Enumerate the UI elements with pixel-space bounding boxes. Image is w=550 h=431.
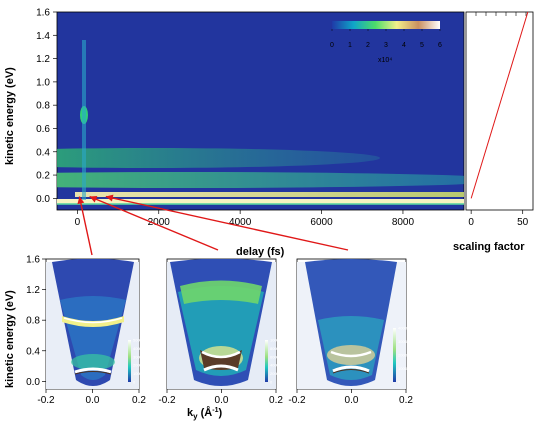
band-0.0 bbox=[57, 199, 464, 204]
snapshot-xtick-label: -0.2 bbox=[158, 395, 176, 406]
snapshot-colorbar-tick-label: 0 bbox=[133, 380, 136, 385]
main-ytick-label: 0.4 bbox=[36, 147, 50, 158]
arrow-head bbox=[105, 194, 114, 202]
snapshot-ytick-label: 0.0 bbox=[26, 377, 40, 388]
colorbar-tick-label: 0 bbox=[330, 42, 334, 49]
colorbar-tick-label: 3 bbox=[384, 42, 388, 49]
snapshot-ylabel: kinetic energy (eV) bbox=[4, 290, 16, 388]
colorbar-tick-label: 5 bbox=[420, 42, 424, 49]
snapshot-colorbar-tick-label: 3000 bbox=[398, 339, 408, 344]
scaling-xticks: 0 50 bbox=[468, 210, 529, 228]
colorbar-tick-label: 4 bbox=[402, 42, 406, 49]
snapshot-colorbar-tick-label: 300 bbox=[133, 354, 140, 359]
snapshot-colorbar-tick-label: 1000 bbox=[398, 366, 408, 371]
arrow-head bbox=[89, 195, 98, 203]
snapshot-panel-3 bbox=[296, 258, 407, 390]
main-xtick-label: 2000 bbox=[148, 217, 171, 228]
main-xtick-label: 6000 bbox=[310, 217, 333, 228]
band-0.0-edge bbox=[57, 203, 464, 205]
main-ytick-label: 0.6 bbox=[36, 124, 50, 135]
snapshot-ytick-label: 0.4 bbox=[26, 346, 40, 357]
snapshot-colorbar-tick-label: 0 bbox=[270, 380, 273, 385]
snapshot-xtick-label: -0.2 bbox=[288, 395, 306, 406]
main-xtick-label: 0 bbox=[75, 217, 81, 228]
scaling-frame bbox=[465, 11, 534, 211]
time-zero-streak bbox=[82, 40, 86, 200]
main-yticks: 0.0 0.2 0.4 0.6 0.8 1.0 1.2 1.4 1.6 bbox=[36, 8, 57, 205]
colorbar-tick-label: 6 bbox=[438, 42, 442, 49]
snapshot-yticks: 0.0 0.4 0.8 1.2 1.6 bbox=[26, 255, 46, 388]
main-xlabel: delay (fs) bbox=[236, 246, 285, 258]
snapshot-colorbar-tick-label: 1000 bbox=[270, 338, 280, 343]
scaling-xtick-label: 0 bbox=[468, 217, 474, 228]
snapshot-xlabel: ky (Å-1) bbox=[187, 406, 222, 421]
snapshot-colorbar-tick-label: 100 bbox=[133, 371, 140, 376]
snapshot-ytick-label: 0.8 bbox=[26, 316, 40, 327]
snapshot-ytick-label: 1.6 bbox=[26, 255, 40, 266]
scaling-xtick-label: 50 bbox=[517, 217, 529, 228]
colorbar-tick-label: 2 bbox=[366, 42, 370, 49]
snapshot-colorbar-tick-label: 600 bbox=[270, 354, 277, 359]
arrow-head bbox=[77, 196, 85, 205]
scaling-top-ticks bbox=[475, 12, 527, 16]
snapshot-xtick-label: 0.0 bbox=[86, 395, 100, 406]
snapshot-colorbar-tick-label: 400 bbox=[133, 346, 140, 351]
snapshot-colorbar-tick-label: 4000 bbox=[398, 326, 408, 331]
snapshot-panel-2 bbox=[166, 258, 277, 390]
scaling-xlabel: scaling factor bbox=[453, 241, 525, 253]
main-ytick-label: 1.4 bbox=[36, 31, 50, 42]
main-xtick-label: 8000 bbox=[392, 217, 415, 228]
band-0.05 bbox=[75, 192, 464, 197]
snapshot-ytick-label: 1.2 bbox=[26, 285, 40, 296]
snapshot-xtick-label: 0.0 bbox=[345, 395, 359, 406]
colorbar-multiplier: x10⁴ bbox=[378, 57, 392, 64]
band-0.38 bbox=[57, 148, 380, 168]
snapshot-panel-1 bbox=[45, 258, 140, 390]
band-0.2 bbox=[57, 172, 464, 188]
main-heatmap: 0 1 2 3 4 5 6 x10⁴ bbox=[56, 11, 465, 211]
colorbar-ticks: 0 1 2 3 4 5 6 bbox=[330, 29, 442, 49]
colorbar-tick-label: 1 bbox=[348, 42, 352, 49]
main-ytick-label: 1.6 bbox=[36, 8, 50, 19]
scaling-line bbox=[470, 11, 529, 199]
main-ytick-label: 1.2 bbox=[36, 54, 50, 65]
main-ytick-label: 0.2 bbox=[36, 171, 50, 182]
snapshot-colorbar-tick-label: 800 bbox=[270, 346, 277, 351]
snapshot-xticks: -0.2 0.0 0.2 -0.2 0.0 0.2 -0.2 0.0 0.2 bbox=[37, 389, 413, 406]
arrow-line bbox=[89, 195, 219, 251]
snapshot-colorbar-tick-label: 200 bbox=[133, 363, 140, 368]
main-ylabel: kinetic energy (eV) bbox=[4, 67, 16, 165]
main-ytick-label: 1.0 bbox=[36, 77, 50, 88]
snapshot-colorbar-tick-label: 0 bbox=[398, 380, 401, 385]
main-xticks: 0 2000 4000 6000 8000 bbox=[75, 210, 415, 228]
main-xtick-label: 4000 bbox=[229, 217, 252, 228]
snapshot-colorbar-tick-label: 400 bbox=[270, 363, 277, 368]
main-heatmap-signal bbox=[57, 40, 464, 205]
main-ytick-label: 0.0 bbox=[36, 194, 50, 205]
arrow-line bbox=[105, 195, 349, 251]
snapshot-xtick-label: -0.2 bbox=[37, 395, 55, 406]
colorbar bbox=[332, 21, 440, 29]
snapshot-xtick-label: 0.0 bbox=[215, 395, 229, 406]
arrow-line bbox=[78, 196, 93, 256]
snapshot-xtick-label: 0.2 bbox=[132, 395, 146, 406]
scaling-panel bbox=[465, 11, 534, 211]
snapshot-colorbar-tick-label: 2000 bbox=[398, 353, 408, 358]
snapshot-colorbar-ticks: 0 100 200 300 400 500 0 200 400 600 800 1000 0 1000 20… bbox=[133, 326, 408, 385]
snapshot-colorbar-tick-label: 500 bbox=[133, 338, 140, 343]
main-ytick-label: 0.8 bbox=[36, 101, 50, 112]
snapshot-xtick-label: 0.2 bbox=[269, 395, 283, 406]
snapshot-xtick-label: 0.2 bbox=[399, 395, 413, 406]
connection-arrows bbox=[77, 194, 349, 256]
snapshot-colorbar-tick-label: 200 bbox=[270, 371, 277, 376]
